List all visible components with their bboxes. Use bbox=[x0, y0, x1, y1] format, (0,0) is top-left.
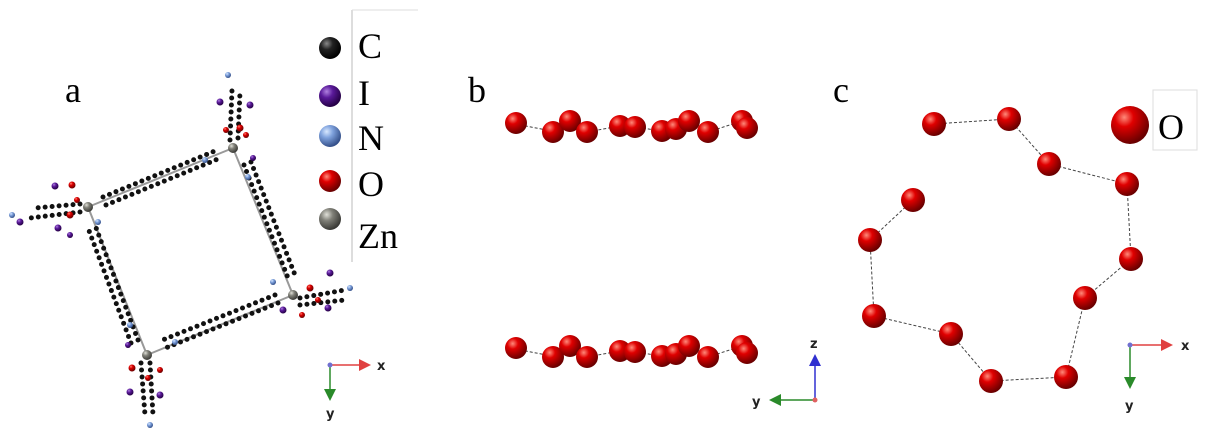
axis-label: x bbox=[1181, 339, 1190, 354]
legend-label: C bbox=[358, 26, 382, 66]
axis-label: x bbox=[377, 359, 386, 374]
legend-label: Zn bbox=[358, 216, 398, 256]
axis-label: y bbox=[752, 395, 761, 410]
axis-label: y bbox=[326, 407, 335, 422]
legend-swatch bbox=[319, 170, 341, 192]
legend: O bbox=[1111, 90, 1197, 150]
oxygen-ring bbox=[858, 107, 1143, 393]
legend-label: O bbox=[358, 164, 384, 204]
legend-label: O bbox=[1158, 107, 1184, 147]
page: a bbox=[0, 0, 1209, 429]
axis-triad: x y bbox=[326, 359, 386, 422]
panel-label: c bbox=[833, 70, 849, 110]
figure: a bbox=[0, 0, 1209, 429]
panel-label: a bbox=[65, 70, 81, 110]
axis-triad: z y bbox=[752, 337, 818, 410]
legend-swatch bbox=[1111, 106, 1149, 144]
legend-swatch bbox=[319, 37, 341, 59]
axis-label: y bbox=[1125, 399, 1134, 414]
legend-swatch bbox=[319, 208, 341, 230]
framework bbox=[9, 72, 353, 428]
oxygen-layer bbox=[505, 110, 758, 143]
oxygen-layer bbox=[505, 335, 758, 368]
panel-label: b bbox=[468, 70, 486, 110]
legend: C I N O Zn bbox=[319, 10, 418, 262]
legend-label: N bbox=[358, 118, 384, 158]
axis-label: z bbox=[810, 337, 818, 352]
legend-swatch bbox=[319, 125, 341, 147]
axis-triad: x y bbox=[1125, 339, 1190, 414]
legend-label: I bbox=[358, 73, 370, 113]
legend-swatch bbox=[319, 85, 341, 107]
